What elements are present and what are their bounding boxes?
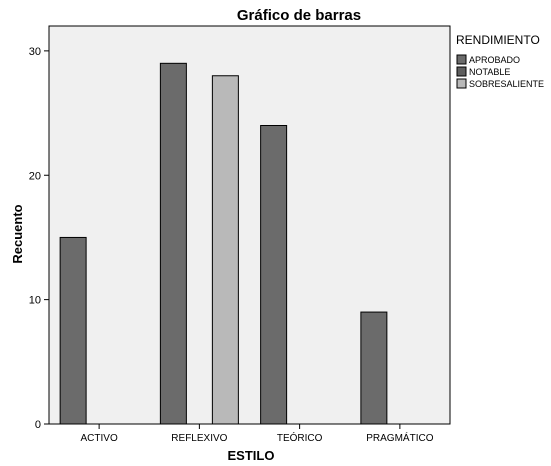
legend: RENDIMIENTO APROBADO NOTABLE SOBRESALIENTE — [456, 33, 544, 89]
legend-swatch — [456, 66, 467, 77]
legend-label: NOTABLE — [469, 67, 510, 77]
x-tick-label: PRAGMÁTICO — [366, 431, 433, 444]
bar-aprobado-2 — [159, 62, 187, 425]
x-tick-label: ACTIVO — [81, 433, 118, 444]
chart-title: Gráfico de barras — [237, 7, 361, 24]
x-axis-label: ESTILO — [228, 448, 275, 463]
bar-aprobado-4 — [360, 311, 388, 425]
y-axis-label: Recuento — [10, 204, 25, 263]
x-tick-label: REFLEXIVO — [171, 433, 227, 444]
legend-label: APROBADO — [469, 55, 520, 65]
y-tick-label: 0 — [35, 419, 41, 431]
x-axis: ACTIVO REFLEXIVO TEÓRICO PRAGMÁTICO — [81, 424, 434, 444]
legend-title: RENDIMIENTO — [456, 33, 540, 47]
x-tick-label: TEÓRICO — [277, 431, 323, 444]
legend-label: SOBRESALIENTE — [469, 79, 544, 89]
y-tick-label: 30 — [29, 46, 41, 58]
bar-aprobado-3 — [260, 125, 288, 425]
bars — [59, 62, 388, 425]
y-tick-label: 10 — [29, 295, 41, 307]
legend-swatch — [456, 78, 467, 89]
plot-area — [48, 25, 451, 425]
bar-sobresaliente-2 — [211, 75, 239, 425]
y-tick-label: 20 — [29, 170, 41, 182]
legend-swatch — [456, 54, 467, 65]
bar-aprobado-1 — [59, 236, 87, 425]
y-axis: 0 10 20 30 — [29, 46, 49, 431]
